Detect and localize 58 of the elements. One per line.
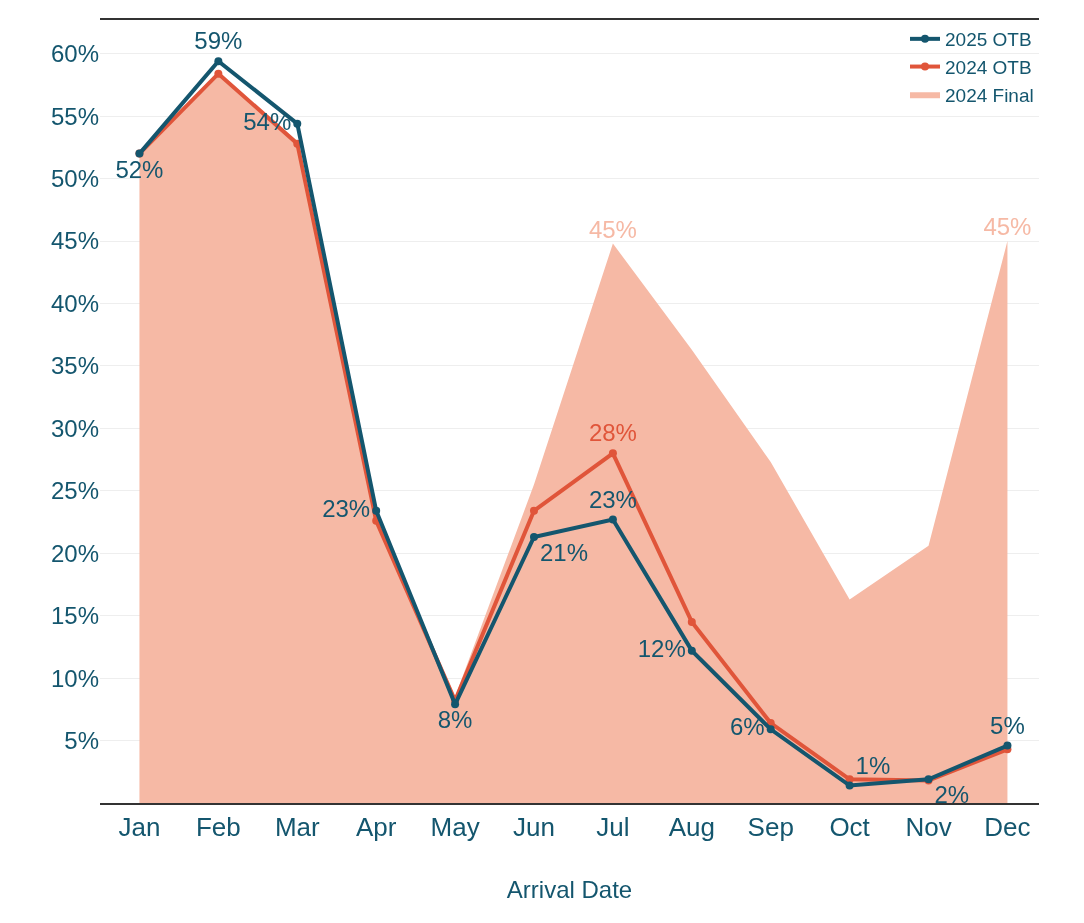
point xyxy=(608,449,617,458)
data-label: 45% xyxy=(588,215,637,243)
y-tick-label: 10% xyxy=(50,664,99,692)
point xyxy=(608,515,617,524)
y-tick-label: 35% xyxy=(50,352,99,380)
x-tick-label: Jan xyxy=(118,812,161,843)
data-label: 8% xyxy=(437,706,473,734)
data-label: 12% xyxy=(637,634,686,662)
data-label: 5% xyxy=(990,711,1025,739)
data-label: 52% xyxy=(115,155,164,183)
point xyxy=(529,506,538,515)
x-tick-label: Nov xyxy=(905,812,952,843)
data-label: 54% xyxy=(243,107,292,135)
x-tick-label: Oct xyxy=(829,812,871,843)
legend-label: 2024 Final xyxy=(945,84,1034,106)
legend-label: 2025 OTB xyxy=(945,29,1032,51)
y-tick-label: 45% xyxy=(50,227,99,255)
point xyxy=(845,781,854,790)
data-label: 2% xyxy=(934,781,970,809)
x-tick-label: Jul xyxy=(596,812,630,843)
y-tick-label: 20% xyxy=(50,539,99,567)
data-label: 23% xyxy=(322,494,371,522)
point xyxy=(372,506,381,515)
x-tick-label: Dec xyxy=(984,812,1031,843)
data-label: 23% xyxy=(588,485,637,513)
y-tick-label: 60% xyxy=(50,40,99,68)
y-tick-label: 40% xyxy=(50,289,99,317)
point xyxy=(451,700,460,709)
x-tick-label: Jun xyxy=(513,812,555,843)
point xyxy=(687,617,696,626)
y-tick-label: 30% xyxy=(50,414,99,442)
y-tick-label: 25% xyxy=(50,477,99,505)
point xyxy=(529,533,538,541)
y-tick-label: 5% xyxy=(64,726,99,754)
data-label: 6% xyxy=(730,713,765,741)
data-label: 45% xyxy=(983,213,1032,241)
data-label: 28% xyxy=(588,419,637,447)
x-tick-label: Mar xyxy=(274,812,320,843)
point xyxy=(845,775,854,784)
point xyxy=(687,646,696,655)
point xyxy=(214,69,223,78)
x-axis-title: Arrival Date xyxy=(506,876,633,903)
data-label: 1% xyxy=(855,751,891,779)
point xyxy=(766,725,775,734)
x-tick-label: Feb xyxy=(195,812,241,843)
x-tick-label: Sep xyxy=(747,812,794,843)
point xyxy=(214,57,223,66)
x-tick-label: Apr xyxy=(355,812,397,843)
y-tick-label: 15% xyxy=(50,602,99,630)
x-tick-label: Aug xyxy=(668,812,715,843)
y-tick-label: 50% xyxy=(50,165,99,192)
point xyxy=(1003,741,1012,750)
x-tick-label: May xyxy=(430,812,480,843)
data-label: 21% xyxy=(539,539,589,566)
point xyxy=(293,119,302,128)
y-tick-label: 55% xyxy=(50,102,99,130)
legend-label: 2024 OTB xyxy=(945,56,1032,78)
data-label: 59% xyxy=(194,27,243,55)
